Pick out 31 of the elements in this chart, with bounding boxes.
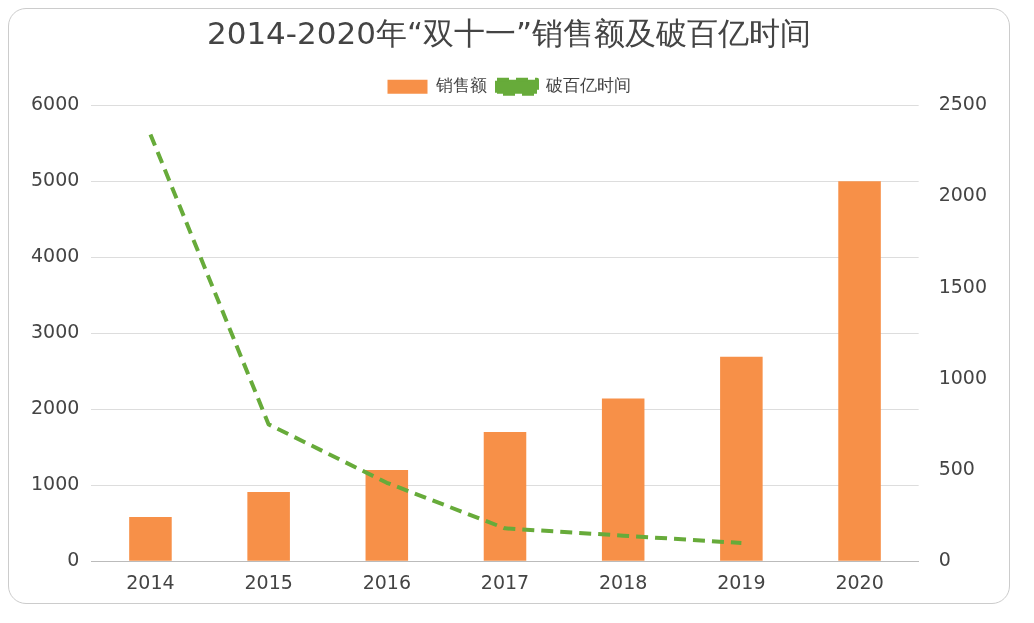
y2-tick-label: 2500: [938, 92, 988, 115]
y2-tick-label: 2000: [938, 183, 988, 206]
chart-title: 2014-2020年“双十一”销售额及破百亿时间: [206, 14, 812, 51]
x-tick-label: 2018: [599, 570, 648, 593]
bar: [720, 356, 763, 561]
x-tick-label: 2016: [362, 570, 411, 593]
x-tick-label: 2014: [126, 570, 175, 593]
bar: [129, 517, 172, 561]
bar: [247, 492, 290, 561]
y-tick-label: 3000: [30, 320, 80, 343]
y-tick-label: 4000: [30, 244, 80, 267]
y2-tick-label: 1000: [938, 365, 988, 388]
y2-tick-label: 500: [938, 456, 975, 479]
bar: [838, 181, 881, 561]
y2-tick-label: 1500: [938, 274, 988, 297]
x-tick-label: 2020: [835, 570, 884, 593]
bar: [365, 470, 409, 561]
y-tick-label: 2000: [30, 396, 80, 419]
x-tick-label: 2017: [480, 570, 530, 593]
y2-tick-label: 0: [938, 548, 951, 571]
x-tick-label: 2019: [717, 570, 766, 593]
legend-label: 销售额: [435, 75, 487, 96]
legend-label: 破百亿时间: [544, 75, 631, 96]
line-series: [148, 132, 744, 545]
bar: [483, 432, 527, 561]
y-tick-label: 1000: [30, 472, 80, 495]
y-tick-label: 0: [67, 548, 80, 571]
y-tick-label: 6000: [30, 92, 80, 115]
x-tick-label: 2015: [244, 570, 293, 593]
y-tick-label: 5000: [30, 168, 80, 191]
bar: [601, 398, 645, 561]
